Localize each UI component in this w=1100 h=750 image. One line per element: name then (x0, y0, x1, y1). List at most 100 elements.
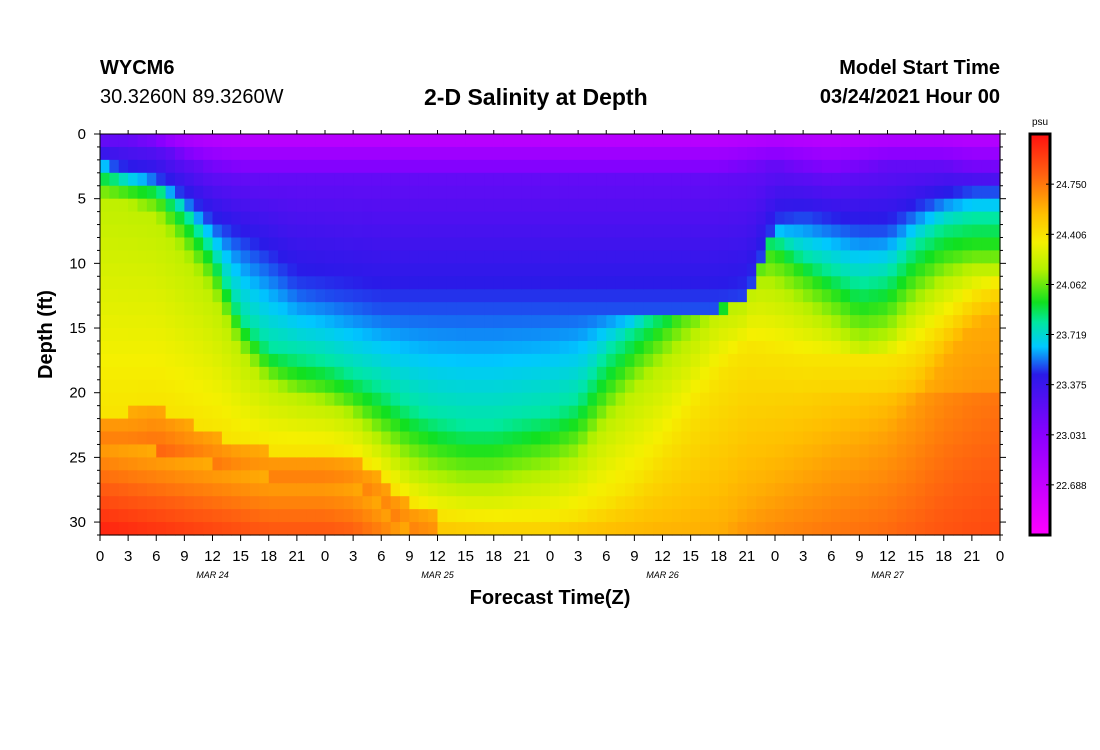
heatmap-cell (662, 276, 673, 290)
heatmap-cell (746, 483, 757, 497)
heatmap-cell (878, 263, 889, 277)
heatmap-cell (821, 172, 832, 187)
heatmap-cell (765, 509, 776, 523)
heatmap-cell (981, 289, 992, 303)
heatmap-cell (971, 392, 982, 407)
heatmap-cell (184, 509, 195, 523)
heatmap-cell (268, 211, 279, 226)
heatmap-cell (990, 159, 1001, 174)
heatmap-cell (568, 198, 579, 213)
heatmap-cell (521, 392, 532, 407)
heatmap-cell (334, 315, 345, 329)
heatmap-cell (840, 276, 851, 290)
heatmap-cell (812, 457, 823, 471)
heatmap-cell (193, 509, 204, 523)
heatmap-cell (971, 198, 982, 213)
heatmap-cell (231, 289, 242, 303)
heatmap-cell (990, 340, 1001, 355)
heatmap-cell (812, 263, 823, 277)
heatmap-cell (625, 224, 635, 239)
heatmap-cell (765, 366, 776, 381)
heatmap-cell (400, 263, 410, 277)
heatmap-cell (278, 353, 289, 368)
heatmap-cell (887, 159, 898, 174)
heatmap-cell (334, 483, 345, 497)
heatmap-cell (615, 496, 626, 510)
heatmap-cell (746, 198, 757, 213)
x-date-label: MAR 25 (421, 570, 455, 580)
heatmap-cell (409, 522, 420, 536)
heatmap-cell (175, 418, 185, 433)
heatmap-cell (221, 392, 232, 407)
heatmap-cell (446, 405, 457, 420)
heatmap-cell (437, 418, 448, 433)
heatmap-cell (718, 328, 729, 342)
heatmap-cell (521, 457, 532, 471)
heatmap-cell (156, 418, 167, 433)
heatmap-cell (878, 198, 889, 213)
heatmap-cell (925, 159, 935, 174)
heatmap-cell (381, 172, 392, 187)
heatmap-cell (418, 224, 429, 239)
heatmap-cell (859, 340, 870, 355)
heatmap-cell (531, 237, 542, 252)
heatmap-cell (596, 444, 607, 458)
heatmap-cell (981, 405, 992, 420)
heatmap-cell (634, 483, 645, 497)
heatmap-cell (718, 211, 729, 226)
heatmap-cell (165, 172, 176, 187)
heatmap-cell (109, 328, 120, 342)
heatmap-cell (409, 509, 420, 523)
heatmap-cell (212, 276, 223, 290)
heatmap-cell (662, 263, 673, 277)
heatmap-cell (887, 457, 898, 471)
heatmap-cell (503, 289, 514, 303)
heatmap-cell (540, 134, 551, 148)
heatmap-cell (578, 315, 589, 329)
heatmap-cell (821, 483, 832, 497)
heatmap-cell (409, 159, 420, 174)
heatmap-cell (128, 289, 139, 303)
heatmap-cell (568, 315, 579, 329)
heatmap-cell (156, 250, 167, 264)
heatmap-cell (915, 431, 926, 446)
heatmap-cell (268, 496, 279, 510)
heatmap-cell (568, 146, 579, 161)
heatmap-cell (334, 496, 345, 510)
heatmap-cell (146, 392, 157, 407)
heatmap-cell (596, 250, 607, 264)
heatmap-cell (259, 302, 270, 316)
heatmap-cell (709, 444, 720, 458)
heatmap-cell (465, 237, 476, 252)
heatmap-cell (746, 353, 757, 368)
heatmap-cell (353, 224, 364, 239)
heatmap-cell (128, 185, 139, 200)
heatmap-cell (906, 496, 917, 510)
heatmap-cell (859, 302, 870, 316)
heatmap-cell (765, 522, 776, 536)
heatmap-cell (896, 444, 907, 458)
heatmap-cell (925, 392, 935, 407)
heatmap-cell (503, 198, 514, 213)
heatmap-cell (850, 185, 860, 200)
heatmap-cell (896, 457, 907, 471)
heatmap-cell (353, 496, 364, 510)
heatmap-cell (418, 211, 429, 226)
x-tick-label: 9 (855, 548, 863, 565)
heatmap-cell (334, 276, 345, 290)
heatmap-cell (568, 509, 579, 523)
axis-ticks (94, 130, 1006, 541)
heatmap-cell (718, 431, 729, 446)
heatmap-cell (634, 444, 645, 458)
heatmap-cell (268, 392, 279, 407)
heatmap-cell (428, 483, 439, 497)
heatmap-cell (512, 483, 523, 497)
colorbar-tick-label: 23.375 (1056, 381, 1087, 392)
heatmap-cell (428, 405, 439, 420)
heatmap-cell (400, 237, 410, 252)
heatmap-cell (709, 289, 720, 303)
heatmap-cell (690, 276, 701, 290)
heatmap-cell (156, 509, 167, 523)
heatmap-cell (925, 276, 935, 290)
heatmap-cell (596, 198, 607, 213)
